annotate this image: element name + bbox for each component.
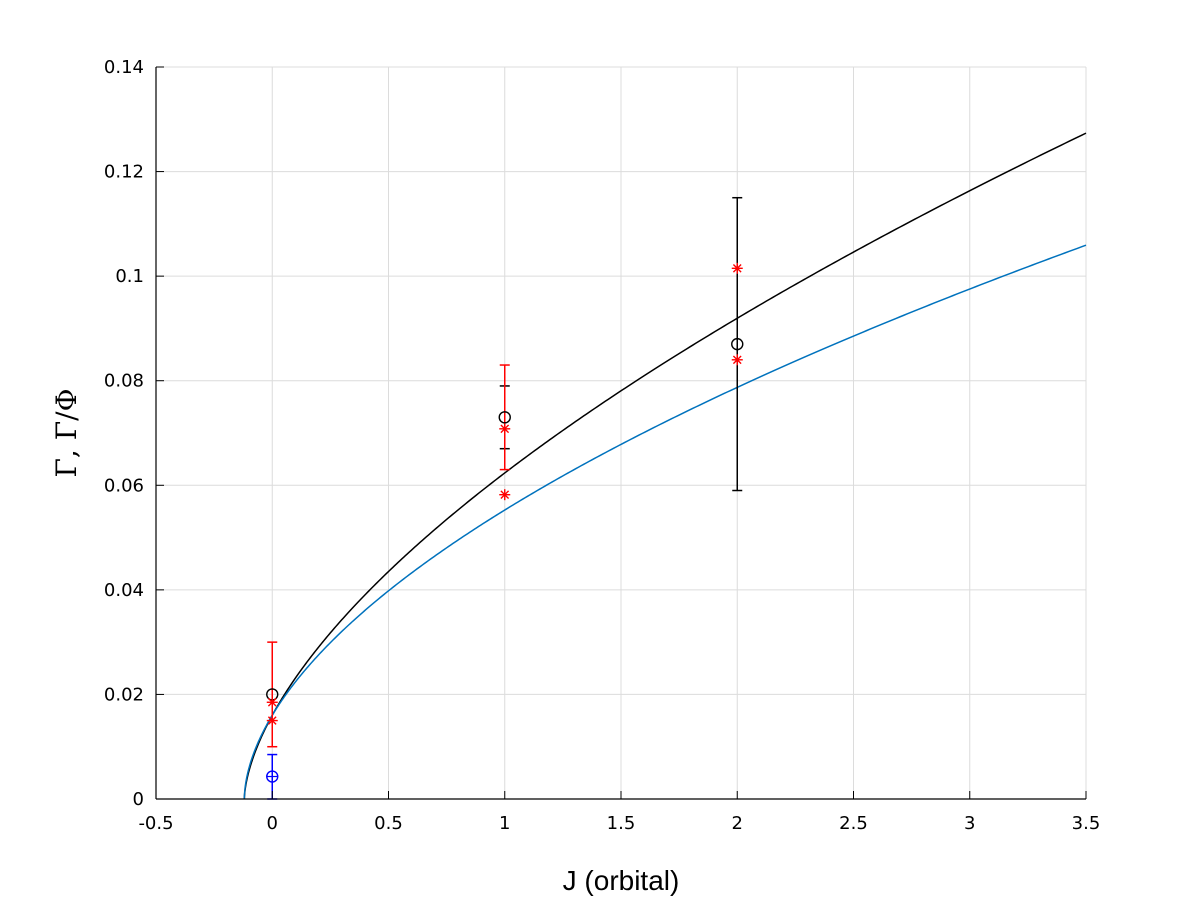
y-tick-label: 0.02 <box>104 684 144 705</box>
data-point-star <box>499 423 511 435</box>
y-tick-label: 0.12 <box>104 162 144 183</box>
data-point-circle <box>731 337 744 351</box>
y-tick-label: 0.04 <box>104 580 144 601</box>
x-tick-label: -0.5 <box>138 813 173 834</box>
x-tick-label: 2.5 <box>839 813 868 834</box>
y-tick-label: 0.08 <box>104 371 144 392</box>
y-tick-label: 0 <box>133 789 144 810</box>
x-tick-label: 0 <box>267 813 278 834</box>
fit-curve <box>243 244 1087 800</box>
data-point-circle <box>498 411 511 424</box>
y-tick-label: 0.14 <box>104 57 144 78</box>
star-stroke <box>500 490 510 500</box>
x-tick-label: 1 <box>499 813 510 834</box>
data-point-star <box>731 262 743 274</box>
star-stroke <box>500 424 510 434</box>
x-axis-label: J (orbital) <box>563 865 680 896</box>
x-tick-label: 0.5 <box>374 813 403 834</box>
data-markers <box>266 262 744 783</box>
x-tick-label: 3.5 <box>1072 813 1101 834</box>
axes <box>155 66 1087 800</box>
star-stroke <box>267 716 277 725</box>
data-point-star <box>499 489 511 501</box>
data-point-star <box>266 715 278 727</box>
error-bars <box>267 196 743 800</box>
y-tick-label: 0.1 <box>115 266 144 287</box>
star-stroke <box>267 697 277 707</box>
star-stroke <box>732 355 742 365</box>
data-point-star <box>731 354 743 366</box>
star-stroke <box>732 263 742 273</box>
y-tick-label: 0.06 <box>104 475 144 496</box>
tick-labels: -0.5 0 0.5 1 1.5 2 2.5 3 3.5 0 0.02 0.04 0.06 0.08 0.1… <box>104 57 1100 834</box>
data-point-star <box>266 696 278 708</box>
fit-curves <box>243 132 1087 800</box>
x-tick-label: 2 <box>732 813 743 834</box>
y-axis-label: Γ, Γ/Φ <box>50 388 83 477</box>
x-tick-label: 1.5 <box>607 813 636 834</box>
x-tick-label: 3 <box>964 813 975 834</box>
